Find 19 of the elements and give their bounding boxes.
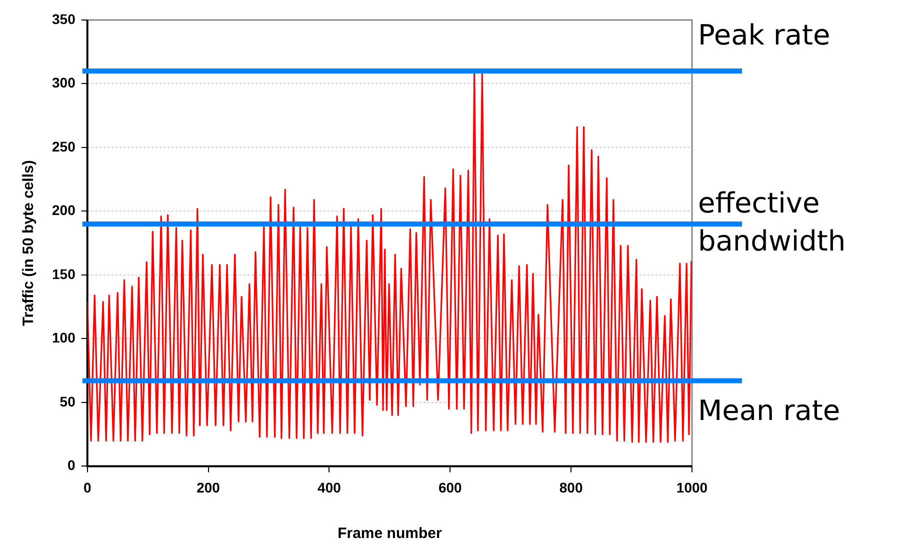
x-axis-title: Frame number (338, 525, 442, 542)
y-tick-label: 0 (68, 457, 76, 474)
ref-line-label: Peak rate (698, 18, 830, 52)
ref-line-label: Mean rate (698, 394, 840, 428)
y-tick-label: 250 (52, 138, 76, 154)
y-tick-label: 150 (52, 266, 76, 282)
y-tick-label: 200 (52, 202, 76, 218)
y-tick-label: 100 (52, 330, 76, 346)
y-tick-label: 300 (52, 74, 76, 91)
x-tick-label: 800 (559, 479, 583, 496)
x-tick-label: 0 (83, 479, 92, 496)
ref-line-label: effective bandwidth (698, 186, 846, 258)
x-tick-label: 400 (318, 479, 342, 496)
x-tick-label: 1000 (676, 479, 708, 496)
x-tick-label: 600 (438, 479, 462, 496)
x-tick-label: 200 (196, 479, 220, 496)
y-tick-label: 50 (60, 393, 76, 410)
y-tick-label: 350 (52, 10, 76, 27)
y-axis-title: Traffic (in 50 byte cells) (20, 160, 38, 326)
